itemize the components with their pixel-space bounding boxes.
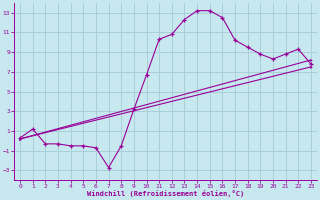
X-axis label: Windchill (Refroidissement éolien,°C): Windchill (Refroidissement éolien,°C): [87, 190, 244, 197]
